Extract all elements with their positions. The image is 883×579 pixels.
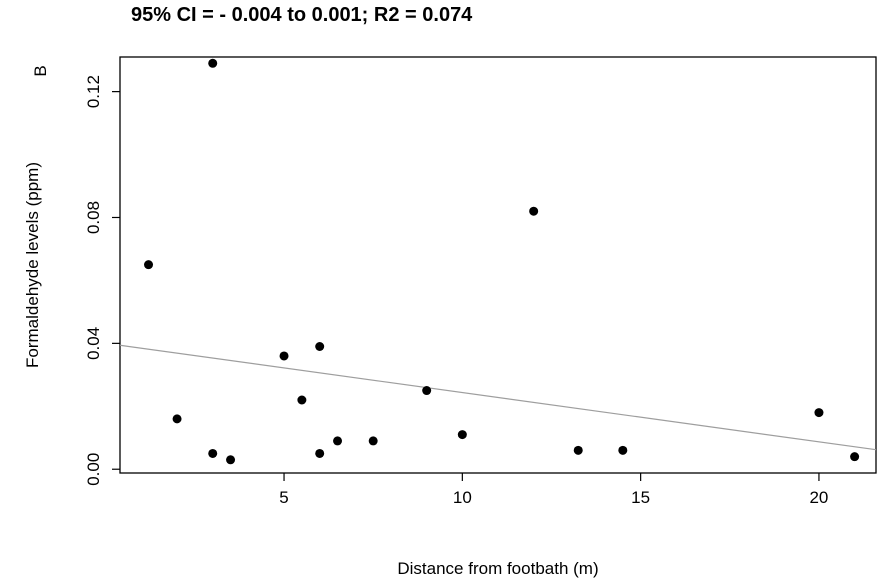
data-point	[814, 408, 824, 418]
data-point	[172, 414, 182, 424]
data-point	[368, 436, 378, 446]
x-tick-label: 15	[631, 488, 650, 507]
data-point	[226, 455, 236, 465]
x-tick-label: 5	[279, 488, 288, 507]
x-axis: 5 10 15 20	[279, 473, 828, 507]
data-point	[279, 351, 289, 361]
y-tick-label: 0.08	[84, 201, 103, 234]
data-point	[573, 445, 583, 455]
plot-frame	[119, 56, 877, 474]
y-tick-label: 0.04	[84, 327, 103, 360]
y-tick-label: 0.12	[84, 75, 103, 108]
data-point	[618, 445, 628, 455]
data-point	[208, 448, 218, 458]
data-point	[315, 342, 325, 352]
y-tick-label: 0.00	[84, 453, 103, 486]
x-axis-title: Distance from footbath (m)	[397, 559, 598, 578]
regression-layer	[119, 344, 877, 451]
data-point	[333, 436, 343, 446]
chart-title: 95% CI = - 0.004 to 0.001; R2 = 0.074	[131, 4, 473, 26]
points-layer	[144, 58, 860, 465]
data-point	[208, 58, 218, 68]
data-point	[144, 260, 154, 270]
y-axis-title: Formaldehyde levels (ppm)	[23, 162, 42, 368]
x-tick-label: 10	[453, 488, 472, 507]
data-point	[457, 430, 467, 440]
data-point	[422, 386, 432, 396]
data-point	[529, 206, 539, 216]
data-point	[315, 448, 325, 458]
data-point	[850, 452, 860, 462]
y-axis: 0.00 0.04 0.08 0.12	[84, 75, 120, 486]
x-tick-label: 20	[809, 488, 828, 507]
panel-label: B	[31, 65, 50, 76]
data-point	[297, 395, 307, 405]
regression-line	[119, 344, 877, 451]
